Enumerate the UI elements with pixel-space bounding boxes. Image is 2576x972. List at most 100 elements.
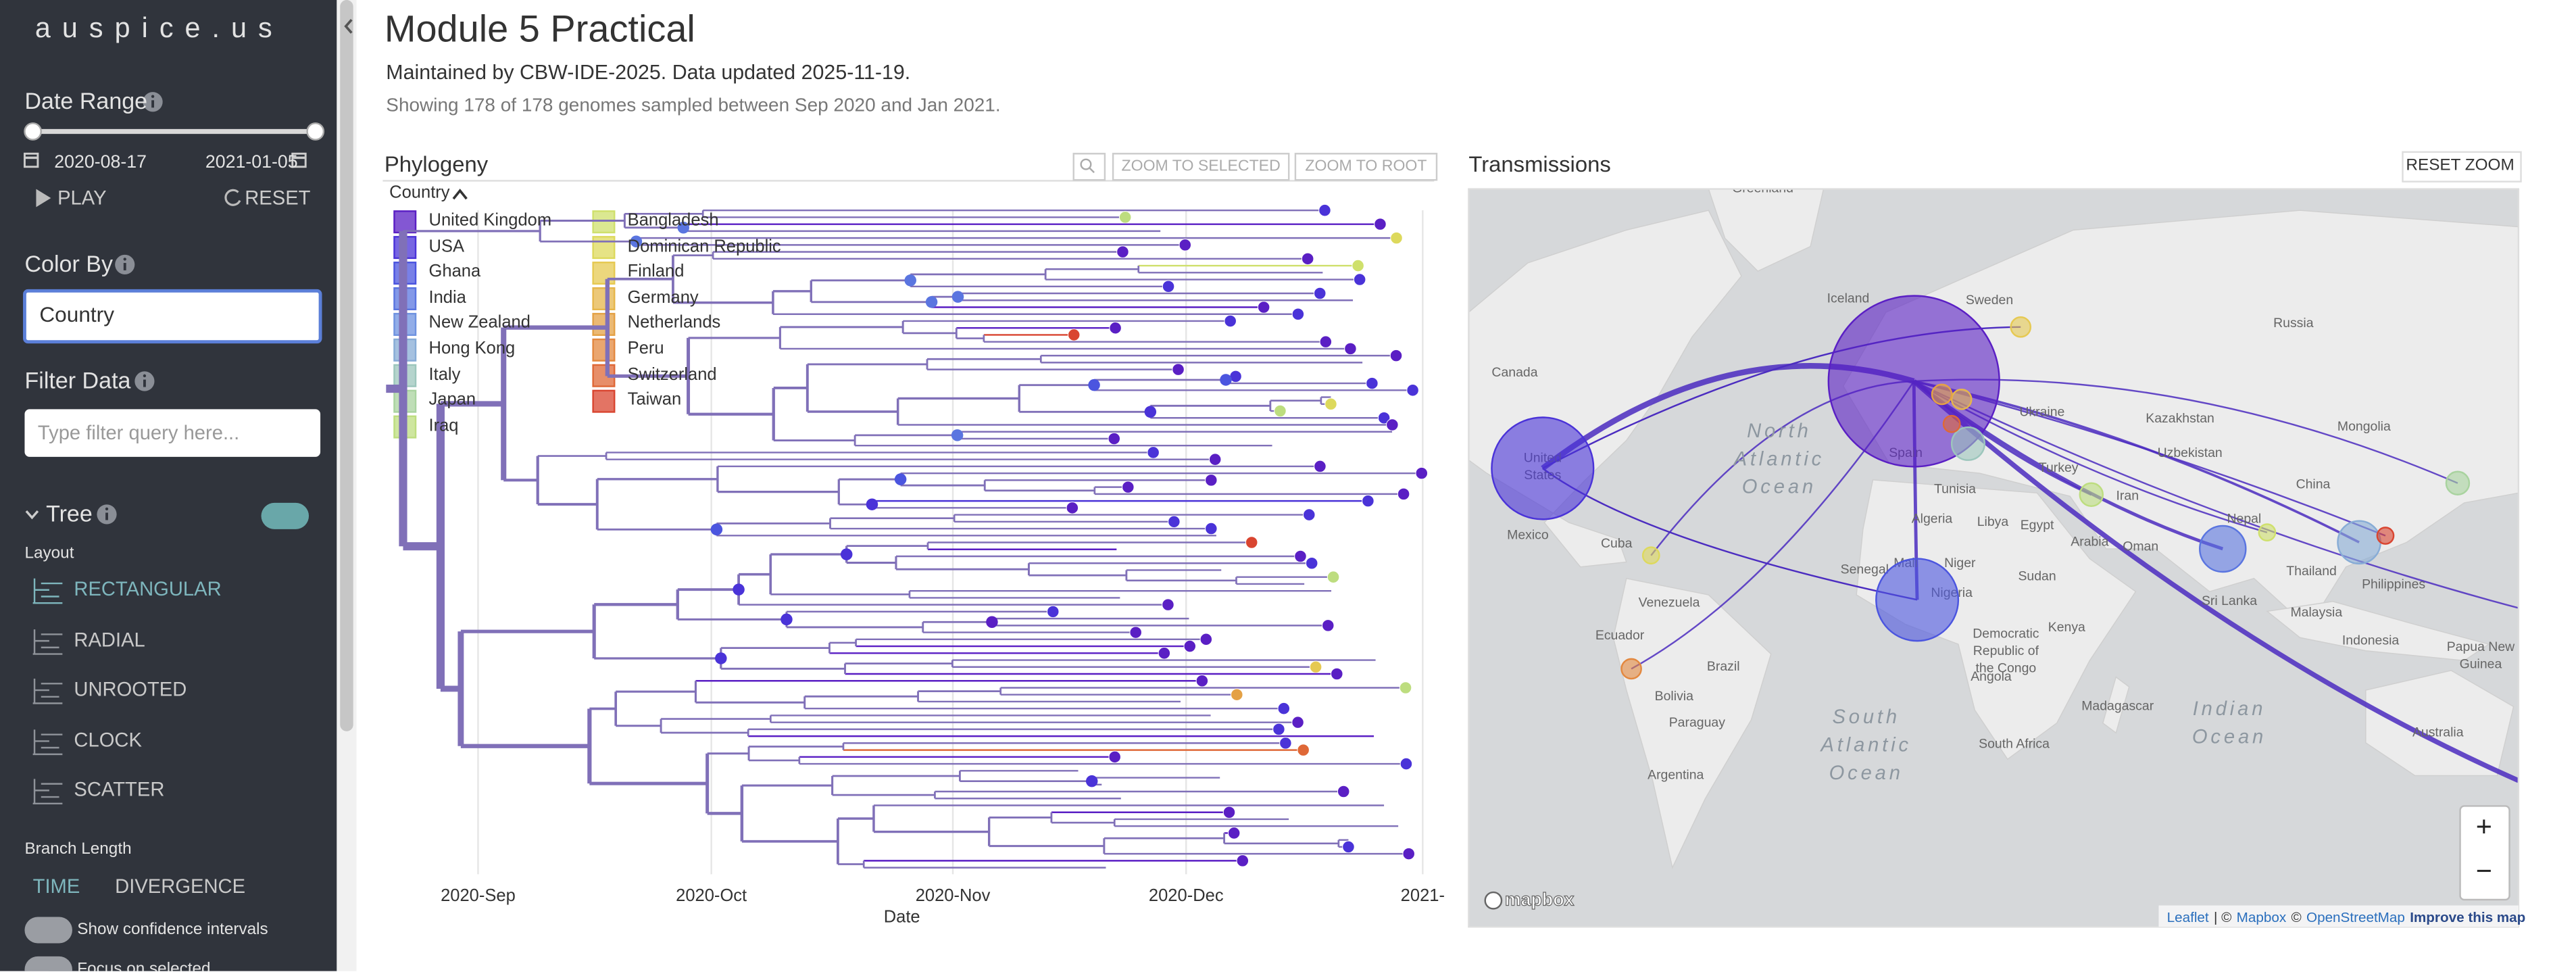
country-circle: [1641, 546, 1660, 565]
tree-tip: [1309, 660, 1322, 674]
reset-zoom-button[interactable]: [2402, 151, 2522, 183]
legend-label: USA: [428, 236, 465, 256]
tree-tip: [1172, 363, 1185, 376]
tree-tip: [1353, 273, 1366, 286]
country-circle: [1942, 414, 1961, 433]
tree-tip: [1344, 342, 1357, 356]
branch-length-option[interactable]: TIME: [32, 875, 80, 898]
country-label: Kazakhstan: [2146, 411, 2214, 426]
tree-tip: [1402, 847, 1415, 860]
scrollbar[interactable]: [337, 0, 357, 971]
play-icon: [36, 189, 51, 208]
tree-tip: [1122, 481, 1135, 493]
zoom-out-button[interactable]: −: [2475, 855, 2492, 887]
info-icon-dot: [143, 374, 147, 378]
tree-tip: [1294, 550, 1307, 563]
tree-tip: [1236, 854, 1249, 867]
tree-tip: [1272, 723, 1285, 736]
branch-length-option[interactable]: DIVERGENCE: [115, 875, 246, 898]
country-label: Ecuador: [1595, 628, 1645, 643]
search-button[interactable]: [1072, 153, 1106, 181]
country-circle: [1491, 416, 1595, 520]
tree-tip: [1362, 494, 1374, 508]
zoom-button-label: ZOOM TO ROOT: [1305, 156, 1427, 175]
tree-tip: [1303, 508, 1316, 521]
country-label: Angola: [1971, 669, 2012, 684]
legend-label: Switzerland: [627, 364, 717, 385]
tree-tip: [1162, 280, 1175, 293]
attribution-item[interactable]: Leaflet: [2166, 908, 2209, 925]
tree-tip: [1386, 418, 1399, 431]
filter-title: Filter Data: [24, 366, 131, 393]
filter-input[interactable]: [24, 409, 321, 457]
country-label: Canada: [1491, 365, 1537, 380]
country-circle: [1950, 388, 1973, 410]
layout-icon: [32, 578, 63, 604]
ocean-label: Ocean: [1742, 477, 1816, 498]
layout-option[interactable]: SCATTER: [74, 777, 165, 801]
sidebar: [0, 0, 337, 971]
toggle-switch[interactable]: [24, 956, 72, 971]
reset-button[interactable]: RESET: [245, 186, 311, 210]
tree-tip: [1195, 675, 1209, 687]
attribution-bar: [2158, 905, 2519, 927]
toggle-switch[interactable]: [24, 917, 72, 944]
legend-label: Taiwan: [627, 390, 682, 410]
tree-tip: [1183, 639, 1197, 653]
ocean-label: Indian: [2193, 698, 2267, 720]
country-label: Uzbekistan: [2158, 445, 2223, 460]
attribution-item[interactable]: Mapbox: [2236, 908, 2287, 925]
country-label: Cuba: [1601, 536, 1633, 551]
country-label: Russia: [2273, 316, 2314, 331]
country-label: Mongolia: [2337, 419, 2391, 434]
legend-swatch: [592, 287, 616, 310]
layout-option[interactable]: CLOCK: [74, 728, 142, 752]
slider-knob: [24, 122, 42, 141]
tree-tip: [1389, 349, 1403, 362]
tree-tip: [1108, 750, 1121, 764]
country-label: China: [2296, 477, 2331, 491]
legend-label: Hong Kong: [428, 339, 516, 359]
play-button[interactable]: PLAY: [57, 186, 107, 210]
tree-tip: [1279, 737, 1292, 750]
tree-node: [781, 613, 793, 626]
tree-tip: [1377, 412, 1391, 424]
legend-label: United Kingdom: [428, 210, 552, 230]
zoom-button[interactable]: [1294, 153, 1438, 181]
tree-tip: [1297, 744, 1310, 756]
tree-node: [1220, 374, 1232, 386]
tree-toggle[interactable]: [261, 502, 309, 529]
collapse-chevron: [344, 18, 353, 34]
map-border: [1468, 188, 2520, 928]
layout-option[interactable]: RADIAL: [74, 628, 145, 652]
zoom-in-button[interactable]: +: [2475, 811, 2492, 843]
tree-tip: [1305, 556, 1318, 570]
layout-option[interactable]: UNROOTED: [74, 677, 187, 701]
layout-option[interactable]: RECTANGULAR: [74, 577, 222, 601]
country-label: Argentina: [1648, 768, 1704, 783]
slider-knob: [306, 122, 325, 141]
country-label: Nepal: [2227, 511, 2261, 526]
tree-node: [904, 274, 916, 287]
date-start: 2020-08-17: [54, 152, 147, 173]
map: Greenland Iceland Sweden Russia Canada North A…: [1468, 181, 2519, 927]
color-by-select[interactable]: [23, 289, 322, 344]
attribution-item[interactable]: Improve this map: [2410, 908, 2526, 925]
toggle-label: Focus on selected: [77, 960, 211, 971]
zoom-button[interactable]: [1112, 153, 1290, 181]
country-label: Greenland: [1732, 181, 1793, 196]
zoom-button-label: ZOOM TO SELECTED: [1121, 156, 1281, 175]
country-circle: [2258, 523, 2277, 542]
layout-icon: [32, 779, 63, 805]
x-tick-label: 2021-: [1400, 885, 1445, 906]
x-axis-label: Date: [883, 907, 920, 927]
tree-tip: [1179, 239, 1192, 251]
legend-label: New Zealand: [428, 313, 530, 333]
info-icon-dot: [151, 95, 155, 98]
country-label: Mexico: [1507, 528, 1549, 543]
color-by-value: Country: [39, 301, 115, 327]
attribution-item[interactable]: OpenStreetMap: [2306, 908, 2405, 925]
tree-tip: [1245, 536, 1258, 549]
land: [1856, 479, 2137, 760]
